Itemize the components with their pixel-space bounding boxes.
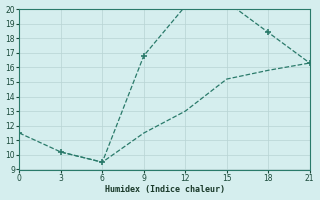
- X-axis label: Humidex (Indice chaleur): Humidex (Indice chaleur): [105, 185, 225, 194]
